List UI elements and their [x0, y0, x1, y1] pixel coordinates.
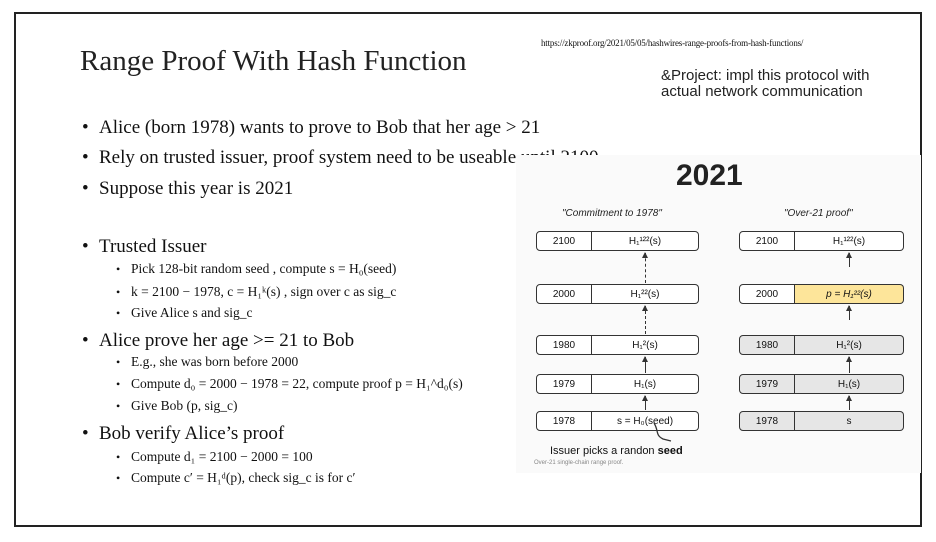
right-year-1980: 1980: [739, 335, 795, 355]
left-year-2000: 2000: [536, 284, 592, 304]
left-hash-1978: s = H₀(seed): [592, 411, 699, 431]
right-column-title: "Over-21 proof": [784, 208, 853, 219]
figure-caption: Over-21 single-chain range proof.: [534, 460, 624, 466]
right-hash-2100: H₁¹²²(s): [795, 231, 904, 251]
left-arrow-1979-1980: [641, 356, 648, 373]
left-arrow-dashed-mid: [641, 305, 648, 334]
left-year-1978: 1978: [536, 411, 592, 431]
sub-give-alice: Give Alice s and sig_c: [116, 305, 253, 321]
left-hash-1979: H₁(s): [592, 374, 699, 394]
bullet-rely: Rely on trusted issuer, proof system nee…: [82, 147, 599, 169]
right-arrow-1979-1980: [845, 356, 852, 373]
right-arrow-top: [845, 252, 852, 267]
left-year-1979: 1979: [536, 374, 592, 394]
sub-compute-cprime: Compute c′ = H₁ᵈ(p), check sig_c is for …: [116, 470, 355, 486]
right-hash-1978: s: [795, 411, 904, 431]
sub-compute-d0: Compute d₀ = 2000 − 1978 = 22, compute p…: [116, 376, 463, 392]
left-arrow-1978-1979: [641, 395, 648, 410]
sub-give-bob: Give Bob (p, sig_c): [116, 398, 238, 414]
left-hash-2000: H₁²²(s): [592, 284, 699, 304]
right-year-1979: 1979: [739, 374, 795, 394]
right-hash-1980: H₁²(s): [795, 335, 904, 355]
bullet-alice-wants: Alice (born 1978) wants to prove to Bob …: [82, 117, 540, 139]
right-proof-p: p = H₁²²(s): [795, 284, 904, 304]
seed-pointer-curve: [653, 422, 672, 442]
left-year-1980: 1980: [536, 335, 592, 355]
right-year-2000: 2000: [739, 284, 795, 304]
left-hash-2100: H₁¹²²(s): [592, 231, 699, 251]
issuer-note-text: Issuer picks a randon: [550, 445, 658, 457]
sub-eg-born: E.g., she was born before 2000: [116, 354, 298, 370]
left-year-2100: 2100: [536, 231, 592, 251]
right-arrow-mid: [845, 305, 852, 320]
bullet-alice-prove: Alice prove her age >= 21 to Bob: [82, 330, 354, 352]
right-hash-1979: H₁(s): [795, 374, 904, 394]
hash-chain-figure: 2021 "Commitment to 1978" "Over-21 proof…: [516, 155, 921, 473]
figure-year: 2021: [676, 159, 743, 192]
bullet-bob-verify: Bob verify Alice’s proof: [82, 423, 284, 445]
source-url[interactable]: https://zkproof.org/2021/05/05/hashwires…: [541, 38, 804, 48]
right-year-1978: 1978: [739, 411, 795, 431]
left-arrow-dashed-top: [641, 252, 648, 283]
project-note: &Project: impl this protocol with actual…: [661, 67, 870, 100]
bullet-trusted-issuer: Trusted Issuer: [82, 236, 206, 258]
issuer-note: Issuer picks a randon seed: [550, 445, 683, 457]
sub-compute-k: k = 2100 − 1978, c = H₁ᵏ(s) , sign over …: [116, 284, 396, 300]
slide-title: Range Proof With Hash Function: [80, 45, 467, 77]
right-arrow-1978-1979: [845, 395, 852, 410]
bullet-suppose: Suppose this year is 2021: [82, 178, 293, 200]
left-column-title: "Commitment to 1978": [562, 208, 662, 219]
right-year-2100: 2100: [739, 231, 795, 251]
sub-compute-d1: Compute d₁ = 2100 − 2000 = 100: [116, 449, 313, 465]
slide-frame: [14, 12, 922, 527]
sub-pick-seed: Pick 128-bit random seed , compute s = H…: [116, 261, 396, 277]
issuer-note-seed: seed: [657, 445, 683, 457]
left-hash-1980: H₁²(s): [592, 335, 699, 355]
